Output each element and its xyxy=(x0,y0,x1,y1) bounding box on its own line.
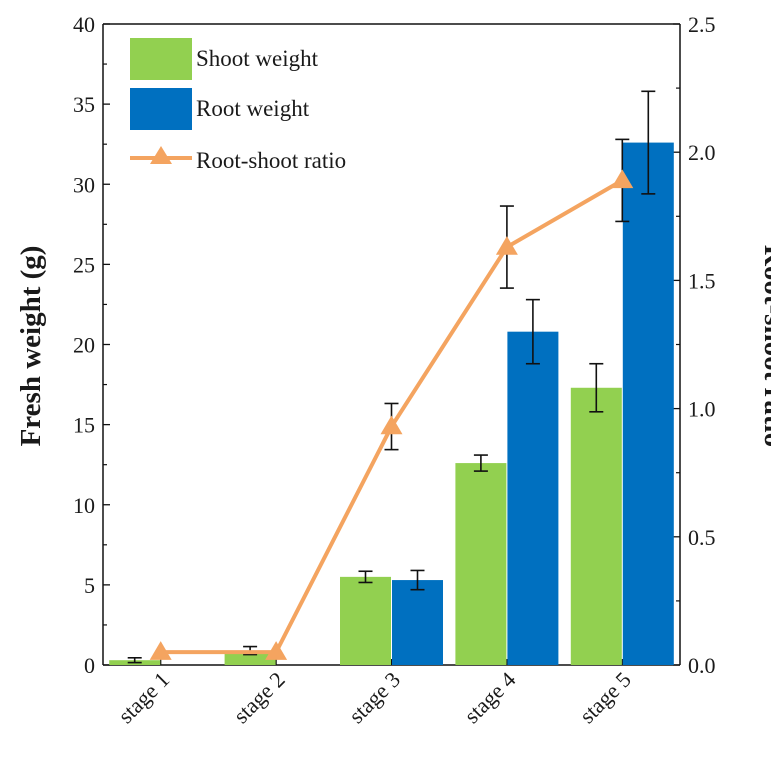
x-tick-label-4: stage 4 xyxy=(459,667,520,728)
y-tick-label-right-1.5: 1.5 xyxy=(688,268,716,293)
x-tick-label-1: stage 1 xyxy=(113,667,174,728)
y-tick-label-right-1.0: 1.0 xyxy=(688,397,716,422)
ratio-point-2 xyxy=(265,641,288,660)
bar-shoot-4 xyxy=(455,463,507,665)
y-axis-title-left: Fresh weight (g) xyxy=(15,246,47,447)
ratio-line xyxy=(149,169,634,660)
axes xyxy=(102,23,681,666)
legend-label-3: Root-shoot ratio xyxy=(196,148,346,173)
y-tick-label-left-25: 25 xyxy=(73,252,95,277)
bar-shoot-2 xyxy=(224,650,276,665)
y-axis-title-right: Root-shoot ratio xyxy=(758,245,771,447)
x-tick-label-5: stage 5 xyxy=(575,667,636,728)
y-tick-label-left-35: 35 xyxy=(73,92,95,117)
x-tick-label-2: stage 2 xyxy=(228,667,289,728)
bar-shoot-5 xyxy=(570,387,622,665)
y-tick-label-right-2.0: 2.0 xyxy=(688,140,716,165)
y-tick-label-left-5: 5 xyxy=(84,573,95,598)
legend-swatch-ratio-marker xyxy=(150,146,172,164)
y-tick-label-left-30: 30 xyxy=(73,172,95,197)
legend-swatch-shoot xyxy=(130,38,192,80)
legend-label-2: Root weight xyxy=(196,96,310,121)
y-tick-label-left-15: 15 xyxy=(73,413,95,438)
y-tick-label-left-40: 40 xyxy=(73,12,95,37)
bar-shoot-3 xyxy=(340,576,391,665)
y-tick-label-right-2.5: 2.5 xyxy=(688,12,716,37)
ratio-point-4 xyxy=(495,236,518,255)
ratio-point-1 xyxy=(149,641,172,660)
y-tick-label-left-0: 0 xyxy=(84,653,95,678)
bar-root-3 xyxy=(392,580,443,665)
ratio-point-3 xyxy=(380,415,403,435)
legend-label-1: Shoot weight xyxy=(196,46,319,71)
bar-root-5 xyxy=(622,142,674,665)
legend: Shoot weight Root weight Root-shoot ratio xyxy=(130,38,346,173)
bars xyxy=(109,142,674,665)
bar-root-4 xyxy=(507,331,559,665)
y-tick-label-left-10: 10 xyxy=(73,493,95,518)
x-tick-label-3: stage 3 xyxy=(344,667,405,728)
y-tick-label-right-0.0: 0.0 xyxy=(688,653,716,678)
y-tick-label-right-0.5: 0.5 xyxy=(688,525,716,550)
ratio-point-5 xyxy=(611,169,634,189)
y-tick-label-left-20: 20 xyxy=(73,333,95,358)
legend-swatch-root xyxy=(130,88,192,130)
